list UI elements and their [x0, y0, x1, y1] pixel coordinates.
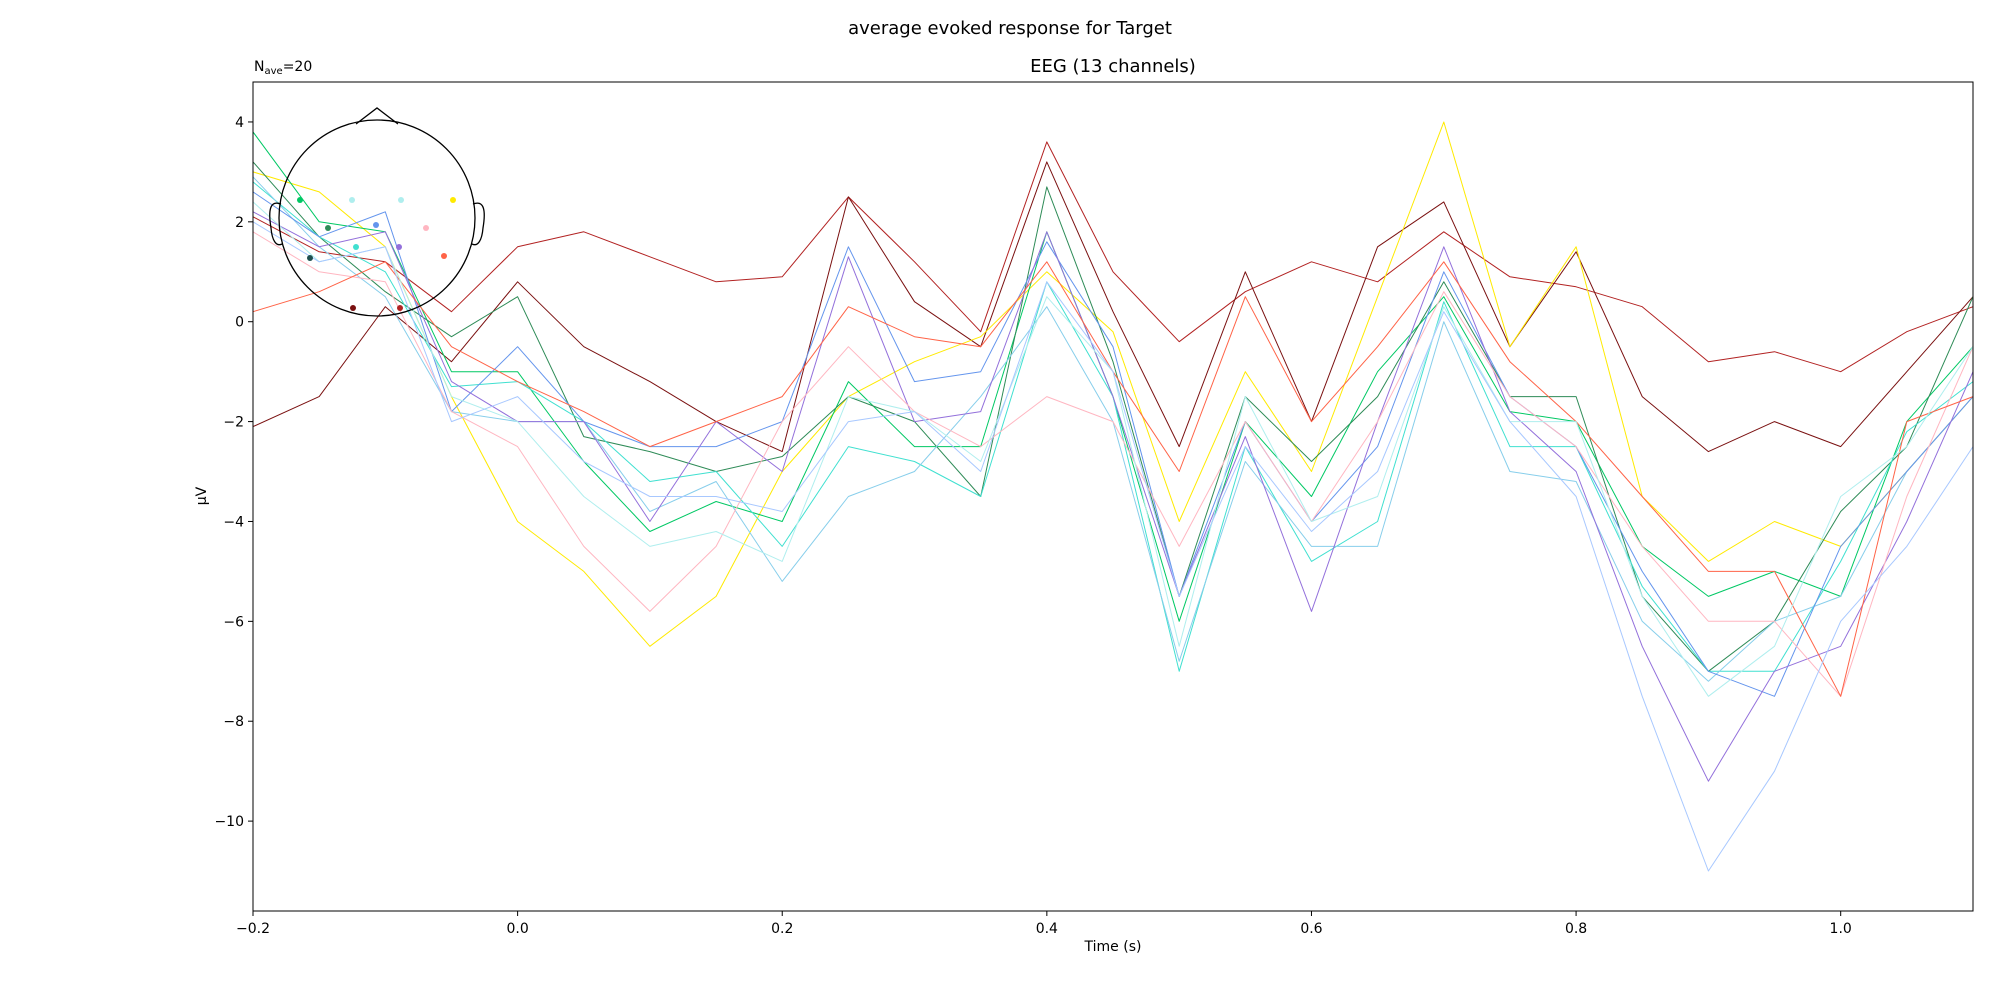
series-line — [252, 141, 1974, 373]
series-line — [252, 161, 1974, 672]
nave-annotation: Nave=20 — [254, 59, 312, 77]
head-outline — [278, 119, 476, 317]
series-line — [252, 221, 1974, 872]
x-tick-label: 0.4 — [1036, 921, 1058, 937]
sensor-dot — [397, 305, 403, 311]
figure-suptitle: average evoked response for Target — [848, 18, 1172, 39]
y-axis: 4 2 0 −2 −4 −6 −8 −10 — [214, 115, 253, 830]
x-tick-label: 0.0 — [506, 921, 528, 937]
series-line — [252, 131, 1974, 622]
series-line — [252, 181, 1974, 672]
y-tick-label: −8 — [223, 714, 244, 730]
series-line — [252, 191, 1974, 697]
sensor-dot — [398, 197, 404, 203]
y-tick-label: 0 — [235, 315, 244, 331]
x-tick-label: 1.0 — [1830, 921, 1852, 937]
sensor-dot — [396, 244, 402, 250]
chart-title: EEG (13 channels) — [1030, 56, 1196, 77]
y-tick-label: −4 — [223, 514, 244, 530]
series-line — [252, 231, 1974, 697]
sensor-dot — [297, 197, 303, 203]
sensor-dot — [441, 253, 447, 259]
series-lines — [252, 121, 1974, 872]
sensor-dot — [450, 197, 456, 203]
x-tick-label: 0.6 — [1300, 921, 1322, 937]
x-axis: −0.2 0.0 0.2 0.4 0.6 0.8 1.0 — [236, 911, 1852, 937]
sensor-dot — [353, 244, 359, 250]
plot-frame — [252, 81, 1974, 912]
series-line — [252, 176, 1974, 682]
x-tick-label: −0.2 — [236, 921, 270, 937]
sensor-dot — [350, 305, 356, 311]
right-ear-shape — [471, 202, 485, 246]
sensor-dot — [349, 197, 355, 203]
sensor-dot — [307, 255, 313, 261]
y-tick-label: −2 — [223, 415, 244, 431]
nose-shape — [355, 107, 399, 125]
y-tick-label: −10 — [214, 814, 244, 830]
sensor-map-inset — [269, 107, 485, 317]
x-axis-label: Time (s) — [1084, 939, 1142, 955]
series-line — [252, 161, 1974, 453]
y-tick-label: 4 — [235, 115, 244, 131]
sensor-dot — [423, 225, 429, 231]
y-tick-label: −6 — [223, 614, 244, 630]
left-ear-shape — [269, 202, 283, 246]
series-line — [252, 261, 1974, 697]
y-tick-label: 2 — [235, 215, 244, 231]
series-line — [252, 211, 1974, 782]
x-tick-label: 0.8 — [1565, 921, 1587, 937]
y-axis-label: µV — [194, 486, 210, 505]
x-tick-label: 0.2 — [771, 921, 793, 937]
series-line — [252, 121, 1974, 647]
sensor-dot — [325, 225, 331, 231]
sensor-dot — [373, 222, 379, 228]
